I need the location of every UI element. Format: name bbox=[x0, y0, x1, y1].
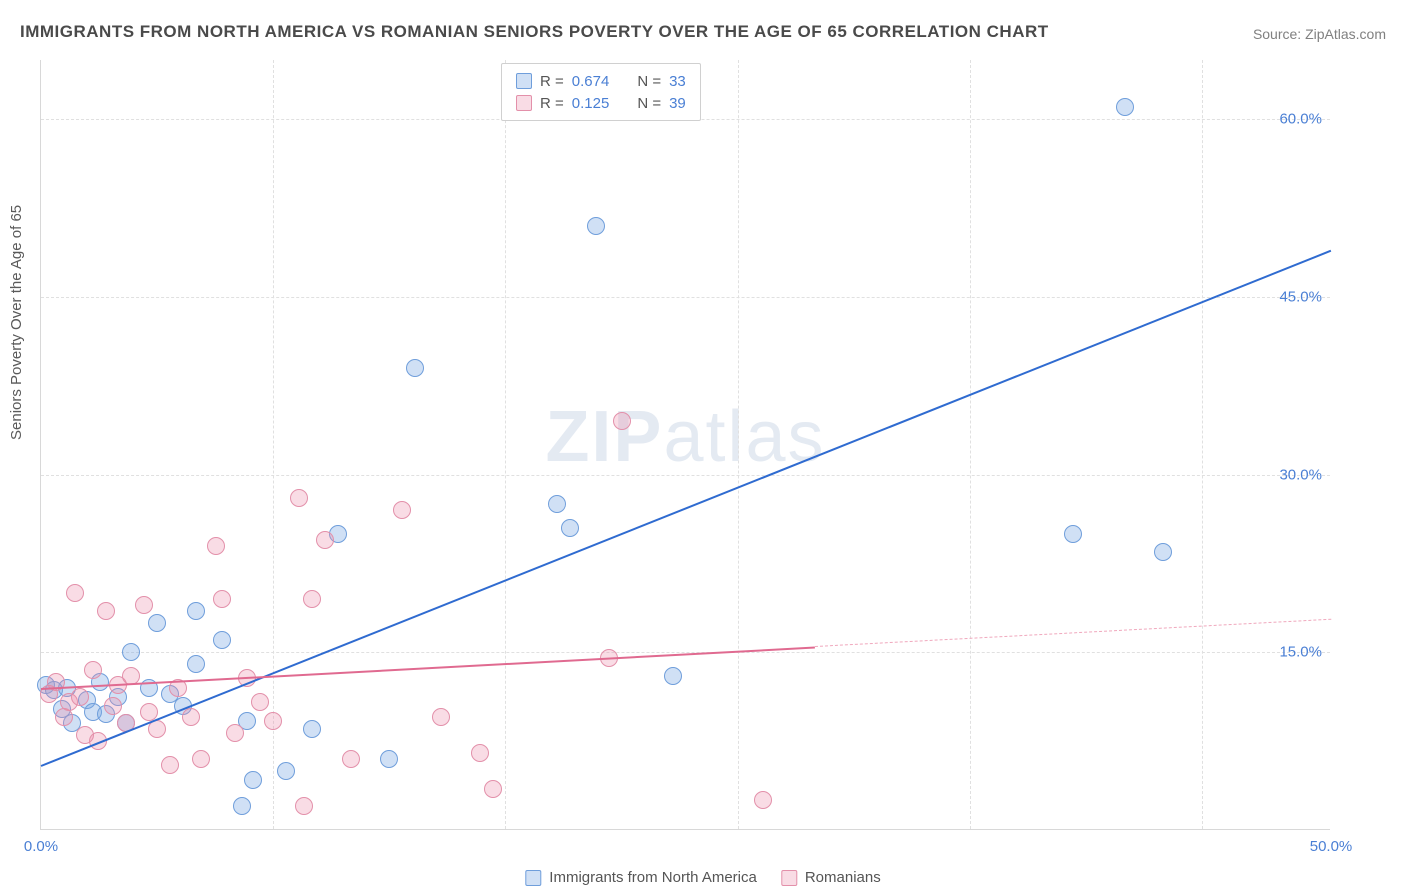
legend-r-label: R = bbox=[540, 73, 564, 90]
point-series-a bbox=[187, 602, 205, 620]
point-series-b bbox=[192, 750, 210, 768]
point-series-b bbox=[182, 708, 200, 726]
legend-n-label: N = bbox=[637, 73, 661, 90]
point-series-a bbox=[277, 762, 295, 780]
point-series-a bbox=[1154, 543, 1172, 561]
y-tick-label: 45.0% bbox=[1279, 288, 1322, 305]
correlation-legend-row: R = 0.125 N = 39 bbox=[516, 92, 686, 114]
x-tick-label: 0.0% bbox=[24, 838, 58, 855]
point-series-b bbox=[754, 791, 772, 809]
chart-title: IMMIGRANTS FROM NORTH AMERICA VS ROMANIA… bbox=[20, 22, 1049, 42]
point-series-a bbox=[406, 359, 424, 377]
point-series-b bbox=[393, 501, 411, 519]
correlation-legend-row: R = 0.674 N = 33 bbox=[516, 70, 686, 92]
y-tick-label: 15.0% bbox=[1279, 644, 1322, 661]
correlation-legend: R = 0.674 N = 33 R = 0.125 N = 39 bbox=[501, 63, 701, 121]
point-series-b bbox=[303, 590, 321, 608]
point-series-b bbox=[97, 602, 115, 620]
point-series-a bbox=[664, 667, 682, 685]
point-series-b bbox=[71, 688, 89, 706]
series-legend-label: Romanians bbox=[805, 869, 881, 886]
point-series-b bbox=[290, 489, 308, 507]
point-series-b bbox=[613, 412, 631, 430]
legend-swatch bbox=[525, 870, 541, 886]
point-series-a bbox=[122, 643, 140, 661]
point-series-b bbox=[432, 708, 450, 726]
point-series-b bbox=[471, 744, 489, 762]
watermark-atlas: atlas bbox=[663, 396, 825, 476]
series-legend-label: Immigrants from North America bbox=[549, 869, 757, 886]
point-series-a bbox=[561, 519, 579, 537]
legend-n-value: 39 bbox=[669, 95, 686, 112]
legend-r-label: R = bbox=[540, 95, 564, 112]
point-series-b bbox=[316, 531, 334, 549]
trend-line bbox=[815, 619, 1331, 647]
point-series-b bbox=[213, 590, 231, 608]
point-series-a bbox=[148, 614, 166, 632]
trend-line bbox=[41, 250, 1332, 767]
source-label: Source: ZipAtlas.com bbox=[1253, 26, 1386, 42]
gridline-v bbox=[505, 60, 506, 829]
point-series-b bbox=[264, 712, 282, 730]
point-series-a bbox=[303, 720, 321, 738]
point-series-a bbox=[380, 750, 398, 768]
y-tick-label: 30.0% bbox=[1279, 466, 1322, 483]
gridline-h bbox=[41, 475, 1330, 476]
point-series-a bbox=[1064, 525, 1082, 543]
point-series-b bbox=[135, 596, 153, 614]
y-tick-label: 60.0% bbox=[1279, 111, 1322, 128]
legend-swatch bbox=[516, 95, 532, 111]
series-legend-item: Immigrants from North America bbox=[525, 869, 757, 886]
gridline-v bbox=[1202, 60, 1203, 829]
point-series-b bbox=[104, 697, 122, 715]
point-series-b bbox=[295, 797, 313, 815]
plot-area: ZIPatlas 15.0%30.0%45.0%60.0%0.0%50.0%R … bbox=[40, 60, 1330, 830]
gridline-v bbox=[970, 60, 971, 829]
gridline-v bbox=[738, 60, 739, 829]
legend-r-value: 0.125 bbox=[572, 95, 610, 112]
point-series-a bbox=[587, 217, 605, 235]
point-series-a bbox=[187, 655, 205, 673]
y-axis-label: Seniors Poverty Over the Age of 65 bbox=[8, 205, 25, 440]
point-series-b bbox=[484, 780, 502, 798]
point-series-a bbox=[213, 631, 231, 649]
legend-swatch bbox=[516, 73, 532, 89]
x-tick-label: 50.0% bbox=[1310, 838, 1353, 855]
point-series-a bbox=[244, 771, 262, 789]
legend-n-value: 33 bbox=[669, 73, 686, 90]
chart-container: IMMIGRANTS FROM NORTH AMERICA VS ROMANIA… bbox=[0, 0, 1406, 892]
point-series-b bbox=[55, 708, 73, 726]
point-series-b bbox=[226, 724, 244, 742]
point-series-a bbox=[1116, 98, 1134, 116]
point-series-b bbox=[161, 756, 179, 774]
point-series-b bbox=[66, 584, 84, 602]
watermark-zip: ZIP bbox=[545, 396, 663, 476]
point-series-b bbox=[207, 537, 225, 555]
point-series-a bbox=[233, 797, 251, 815]
x-legend: Immigrants from North America Romanians bbox=[525, 869, 880, 886]
point-series-a bbox=[548, 495, 566, 513]
legend-swatch bbox=[781, 870, 797, 886]
point-series-b bbox=[84, 661, 102, 679]
legend-n-label: N = bbox=[637, 95, 661, 112]
legend-r-value: 0.674 bbox=[572, 73, 610, 90]
series-legend-item: Romanians bbox=[781, 869, 881, 886]
point-series-b bbox=[342, 750, 360, 768]
watermark: ZIPatlas bbox=[545, 395, 825, 477]
gridline-h bbox=[41, 297, 1330, 298]
point-series-b bbox=[251, 693, 269, 711]
